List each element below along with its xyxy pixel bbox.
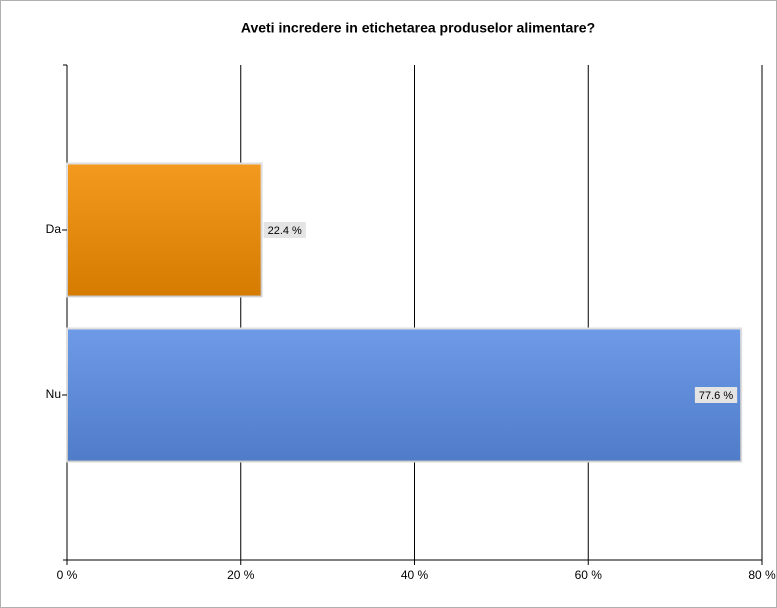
bar-shade (67, 328, 742, 462)
x-tick-label: 40 % (401, 568, 429, 582)
chart-title: Aveti incredere in etichetarea produselo… (241, 20, 595, 36)
y-tick-label: Nu (46, 387, 61, 401)
x-tick-label: 0 % (57, 568, 78, 582)
x-tick-label: 80 % (748, 568, 776, 582)
value-label-bg (263, 222, 306, 238)
value-label-bg (694, 387, 738, 403)
y-tick-label: Da (46, 222, 62, 236)
value-label: 22.4 % (268, 225, 302, 237)
x-tick-label: 20 % (227, 568, 255, 582)
bar-shade (67, 163, 262, 297)
x-tick-label: 60 % (575, 568, 603, 582)
value-label: 77.6 % (699, 390, 733, 402)
